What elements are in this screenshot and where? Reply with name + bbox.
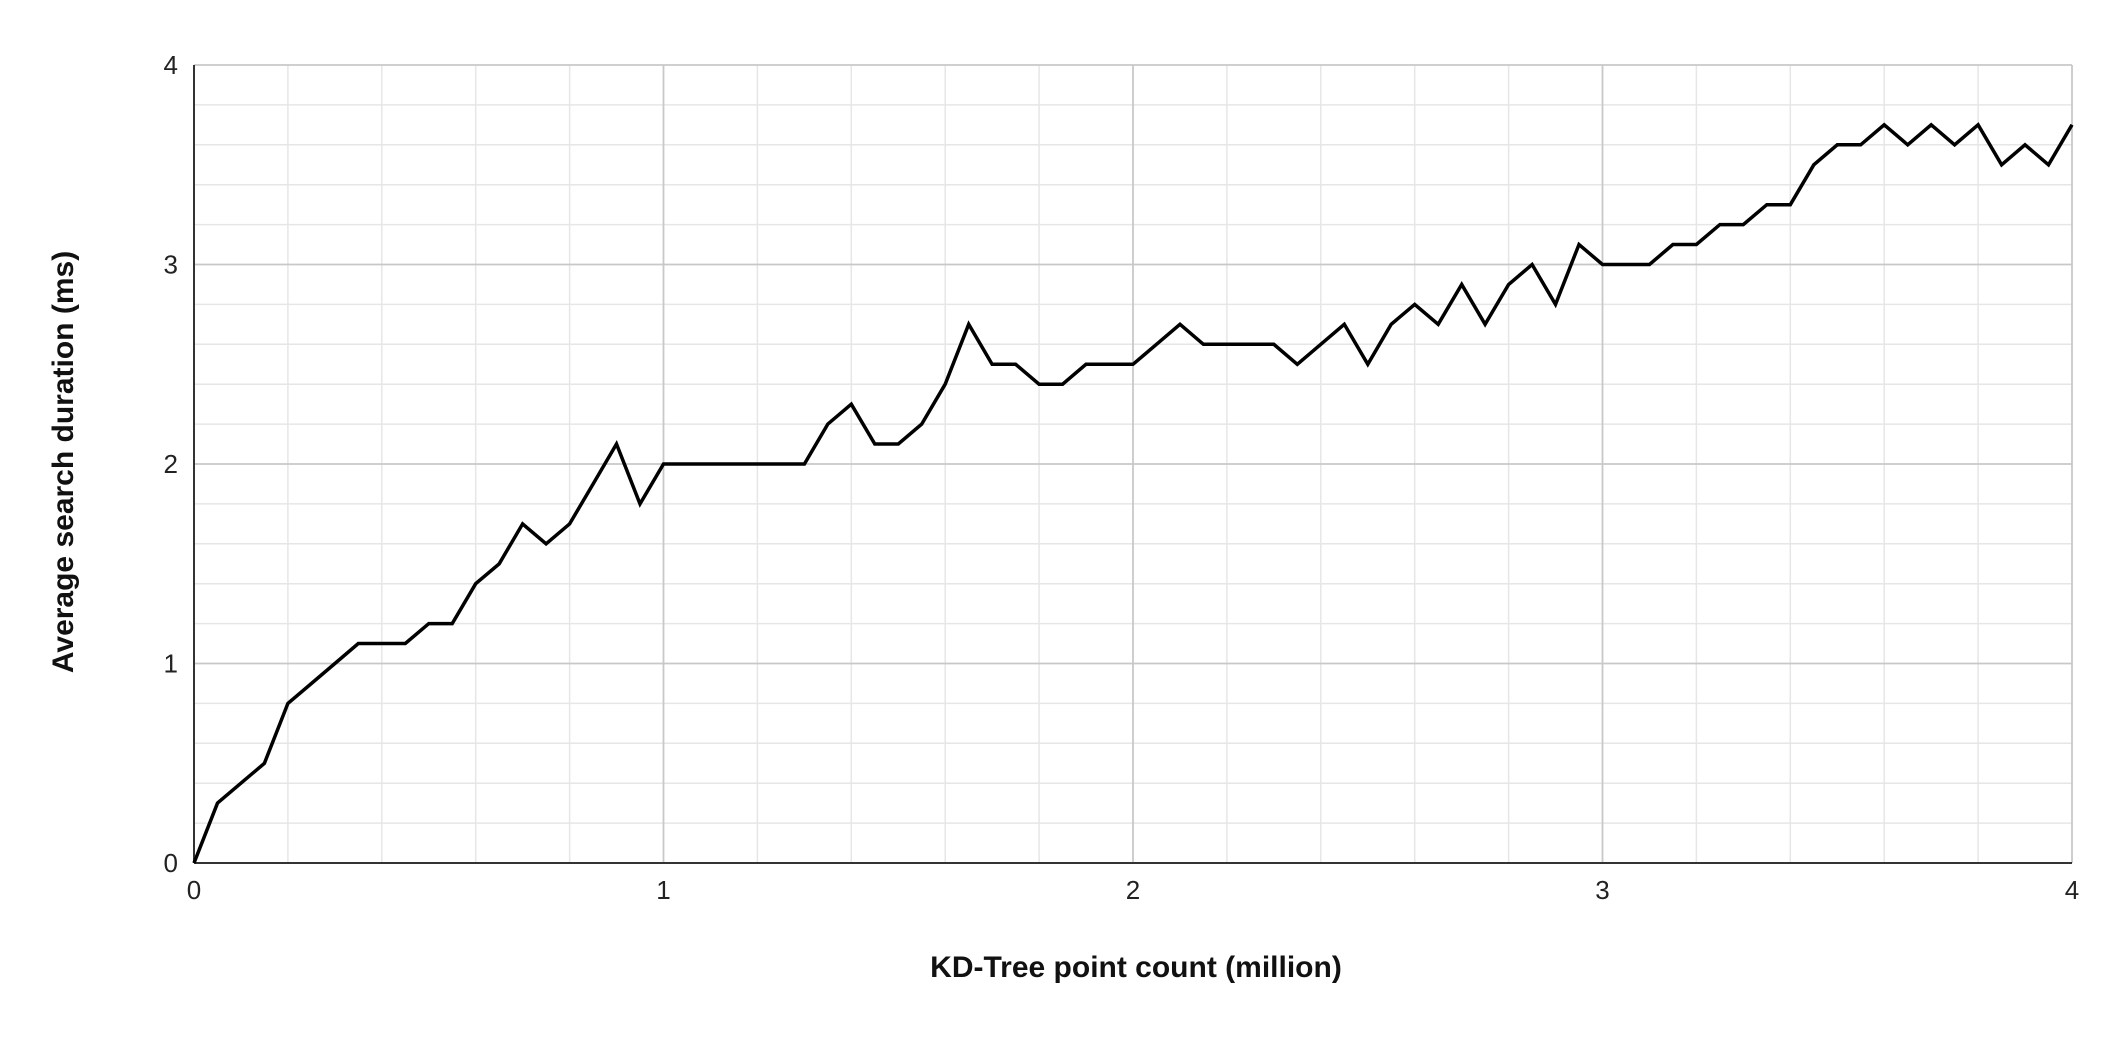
y-tick-label: 0	[164, 848, 178, 878]
y-tick-labels: 0 1 2 3 4	[164, 50, 178, 878]
series-line-0	[192, 122, 2074, 864]
x-tick-label: 2	[1126, 875, 1140, 905]
x-tick-label: 0	[187, 875, 201, 905]
y-axis-title: Average search duration (ms)	[47, 251, 80, 673]
x-tick-label: 1	[656, 875, 670, 905]
y-tick-label: 2	[164, 449, 178, 479]
x-tick-label: 3	[1595, 875, 1609, 905]
axes	[193, 65, 2072, 864]
y-tick-label: 4	[164, 50, 178, 80]
x-tick-label: 4	[2065, 875, 2079, 905]
x-tick-labels: 0 1 2 3 4	[187, 875, 2079, 905]
y-tick-label: 1	[164, 649, 178, 679]
y-tick-label: 3	[164, 250, 178, 280]
x-axis-title: KD-Tree point count (million)	[930, 951, 1342, 984]
series-layer	[192, 122, 2074, 864]
